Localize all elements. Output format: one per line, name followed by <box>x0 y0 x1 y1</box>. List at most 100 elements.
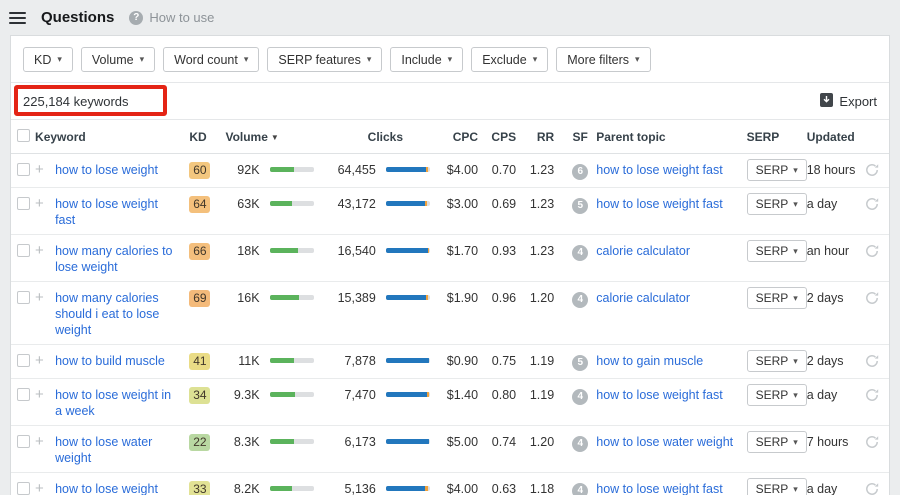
row-checkbox[interactable] <box>17 354 30 367</box>
sf-badge: 4 <box>572 483 589 495</box>
cpc-value: $0.90 <box>446 354 479 368</box>
refresh-icon[interactable] <box>865 482 879 495</box>
column-header-updated[interactable]: Updated <box>806 120 889 154</box>
updated-value: 18 hours <box>806 163 856 177</box>
row-checkbox[interactable] <box>17 291 30 304</box>
parent-topic-link[interactable]: how to lose weight fast <box>596 163 723 177</box>
filter-button-volume[interactable]: Volume ▾ <box>80 47 156 72</box>
parent-topic-link[interactable]: how to lose water weight <box>596 435 734 449</box>
column-header-clicks[interactable]: Clicks <box>327 120 444 154</box>
add-keyword-icon[interactable]: + <box>35 242 44 259</box>
row-checkbox[interactable] <box>17 244 30 257</box>
serp-dropdown-button[interactable]: SERP ▾ <box>746 431 807 453</box>
filter-button-exclude[interactable]: Exclude ▾ <box>471 47 549 72</box>
table-row: + how to lose weight fast 64 63K 43,172 … <box>11 187 889 235</box>
parent-topic-link[interactable]: calorie calculator <box>596 244 691 258</box>
parent-topic-link[interactable]: how to lose weight fast <box>596 388 723 402</box>
column-header-sf[interactable]: SF <box>564 120 597 154</box>
column-header-serp[interactable]: SERP <box>746 120 807 154</box>
add-keyword-icon[interactable]: + <box>35 352 44 369</box>
add-keyword-icon[interactable]: + <box>35 289 44 306</box>
refresh-icon[interactable] <box>865 388 879 406</box>
keyword-link[interactable]: how to build muscle <box>55 354 165 368</box>
updated-value: 7 hours <box>806 435 849 449</box>
serp-dropdown-button[interactable]: SERP ▾ <box>746 240 807 262</box>
keyword-link[interactable]: how to lose weight fast in 2 weeks <box>55 482 158 495</box>
row-checkbox[interactable] <box>17 482 30 495</box>
refresh-icon[interactable] <box>865 435 879 453</box>
column-header-cps[interactable]: CPS <box>488 120 527 154</box>
add-keyword-icon[interactable]: + <box>35 433 44 450</box>
help-icon: ? <box>129 10 144 25</box>
filter-label: Word count <box>174 52 238 67</box>
serp-button-label: SERP <box>755 354 789 368</box>
keyword-link[interactable]: how many calories should i eat to lose w… <box>55 291 160 337</box>
clicks-bar-blue <box>385 248 428 253</box>
parent-topic-link[interactable]: calorie calculator <box>596 291 691 305</box>
content-card: KD ▾ Volume ▾ Word count ▾ SERP features… <box>10 35 890 495</box>
serp-dropdown-button[interactable]: SERP ▾ <box>746 350 807 372</box>
parent-topic-link[interactable]: how to lose weight fast <box>596 482 723 495</box>
kd-badge: 69 <box>189 290 211 307</box>
column-header-kd[interactable]: KD <box>189 120 226 154</box>
updated-value: 2 days <box>806 291 844 305</box>
menu-icon[interactable] <box>9 9 26 27</box>
parent-topic-link[interactable]: how to lose weight fast <box>596 197 723 211</box>
column-header-volume[interactable]: Volume ▼ <box>225 120 328 154</box>
filter-button-include[interactable]: Include ▾ <box>390 47 464 72</box>
add-keyword-icon[interactable]: + <box>35 480 44 495</box>
keyword-link[interactable]: how to lose weight <box>55 163 158 177</box>
kd-badge: 41 <box>189 353 211 370</box>
filter-button-serp-features[interactable]: SERP features ▾ <box>267 47 383 72</box>
parent-topic-link[interactable]: how to gain muscle <box>596 354 704 368</box>
rr-value: 1.23 <box>529 163 555 177</box>
keyword-link[interactable]: how to lose weight fast <box>55 197 158 227</box>
keywords-table-body: + how to lose weight 60 92K 64,455 $4.00… <box>11 153 889 495</box>
clicks-bar-orange <box>427 248 429 253</box>
row-checkbox[interactable] <box>17 388 30 401</box>
refresh-icon[interactable] <box>865 291 879 309</box>
refresh-icon[interactable] <box>865 354 879 372</box>
row-checkbox[interactable] <box>17 163 30 176</box>
column-header-rr[interactable]: RR <box>526 120 565 154</box>
keyword-link[interactable]: how to lose weight in a week <box>55 388 172 418</box>
add-keyword-icon[interactable]: + <box>35 161 44 178</box>
row-checkbox[interactable] <box>17 197 30 210</box>
chevron-down-icon: ▾ <box>793 483 798 494</box>
serp-dropdown-button[interactable]: SERP ▾ <box>746 159 807 181</box>
add-keyword-icon[interactable]: + <box>35 195 44 212</box>
volume-bar <box>269 486 314 491</box>
cps-value: 0.75 <box>491 354 517 368</box>
serp-dropdown-button[interactable]: SERP ▾ <box>746 384 807 406</box>
refresh-icon[interactable] <box>865 163 879 181</box>
refresh-icon[interactable] <box>865 244 879 262</box>
volume-value: 92K <box>237 163 260 177</box>
export-button[interactable]: Export <box>820 92 877 110</box>
filter-label: Include <box>401 52 442 67</box>
column-header-keyword[interactable]: Keyword <box>35 120 190 154</box>
row-checkbox[interactable] <box>17 435 30 448</box>
clicks-bar-blue <box>385 295 426 300</box>
clicks-bar <box>385 295 430 300</box>
serp-dropdown-button[interactable]: SERP ▾ <box>746 478 807 495</box>
volume-bar-fill <box>269 358 294 363</box>
column-header-cpc[interactable]: CPC <box>443 120 489 154</box>
serp-dropdown-button[interactable]: SERP ▾ <box>746 193 807 215</box>
kd-badge: 22 <box>189 434 211 451</box>
serp-button-label: SERP <box>755 388 789 402</box>
how-to-use-link[interactable]: ? How to use <box>129 10 214 25</box>
filter-button-more-filters[interactable]: More filters ▾ <box>556 47 651 72</box>
serp-dropdown-button[interactable]: SERP ▾ <box>746 287 807 309</box>
cpc-value: $4.00 <box>446 163 479 177</box>
filter-button-word-count[interactable]: Word count ▾ <box>163 47 260 72</box>
column-header-parent-topic[interactable]: Parent topic <box>596 120 747 154</box>
volume-value: 9.3K <box>233 388 260 402</box>
clicks-bar-blue <box>385 167 427 172</box>
select-all-checkbox[interactable] <box>17 129 30 142</box>
filter-button-kd[interactable]: KD ▾ <box>23 47 73 72</box>
keyword-link[interactable]: how to lose water weight <box>55 435 153 465</box>
refresh-icon[interactable] <box>865 197 879 215</box>
add-keyword-icon[interactable]: + <box>35 386 44 403</box>
table-row: + how to lose water weight 22 8.3K 6,173… <box>11 425 889 473</box>
keyword-link[interactable]: how many calories to lose weight <box>55 244 173 274</box>
